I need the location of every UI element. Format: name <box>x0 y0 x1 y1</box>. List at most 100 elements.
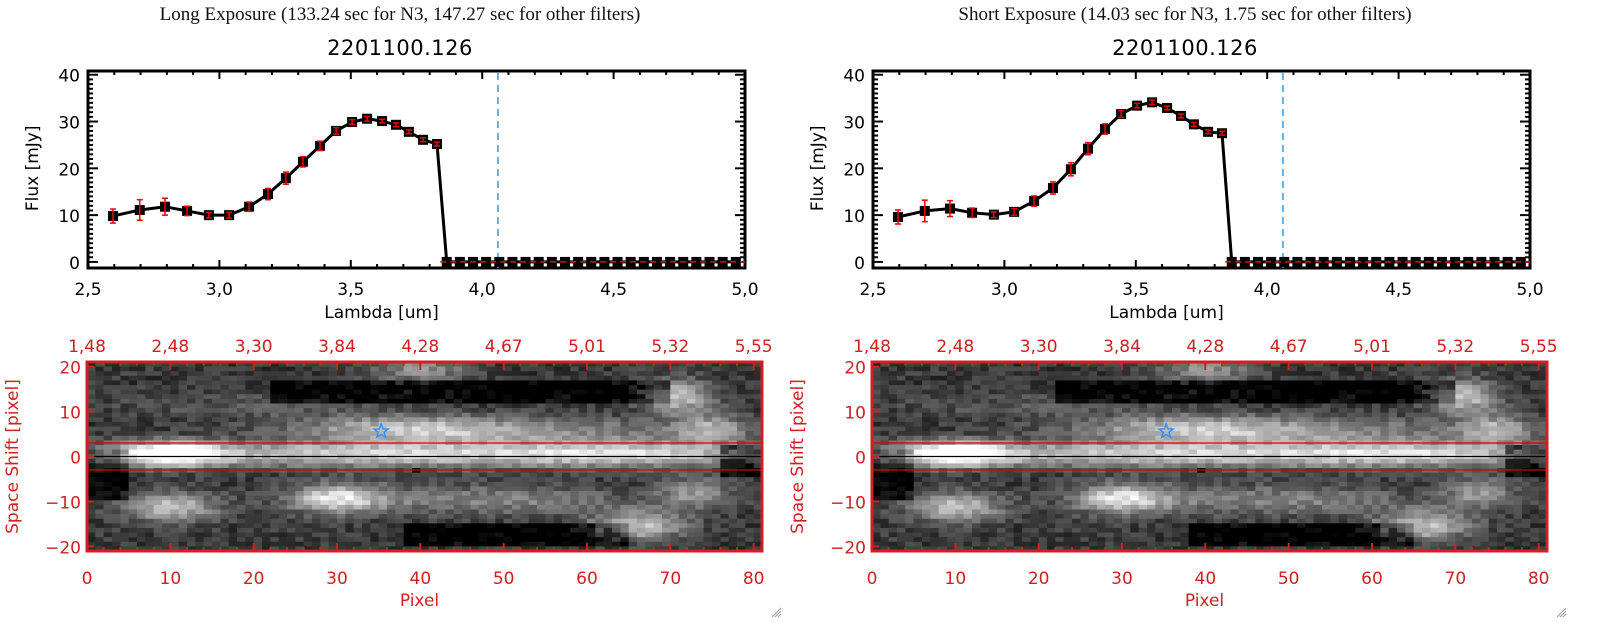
image-pixel <box>1247 398 1256 405</box>
image-pixel <box>195 421 205 428</box>
image-pixel <box>1372 403 1381 409</box>
image-pixel <box>395 449 405 455</box>
image-pixel <box>453 431 463 437</box>
image-pixel <box>645 435 655 441</box>
image-pixel <box>403 486 413 492</box>
image-pixel <box>412 463 421 469</box>
image-pixel <box>528 403 538 409</box>
image-pixel <box>428 523 438 529</box>
image-pixel <box>662 380 671 386</box>
image-pixel <box>1063 375 1073 382</box>
image-pixel <box>963 412 973 418</box>
image-pixel <box>512 398 521 405</box>
image-pixel <box>370 435 380 441</box>
image-pixel <box>453 486 463 492</box>
image-pixel <box>1213 398 1223 405</box>
image-pixel <box>728 518 738 524</box>
image-pixel <box>295 449 305 455</box>
image-pixel <box>1213 385 1223 391</box>
image-pixel <box>453 463 463 469</box>
image-pixel <box>1447 403 1456 409</box>
image-pixel <box>528 514 538 520</box>
image-pixel <box>1163 389 1173 395</box>
image-pixel <box>720 477 730 483</box>
image-pixel <box>403 523 413 529</box>
image-pixel <box>720 541 730 547</box>
image-pixel <box>897 389 906 395</box>
image-pixel <box>612 504 621 511</box>
image-pixel <box>437 398 446 405</box>
image-pixel <box>212 514 221 520</box>
image-pixel <box>195 546 205 552</box>
image-pixel <box>695 491 705 497</box>
image-pixel <box>278 431 288 437</box>
image-pixel <box>1047 366 1056 372</box>
image-pixel <box>495 527 505 534</box>
image-pixel <box>728 371 738 377</box>
image-pixel <box>287 509 296 515</box>
image-pixel <box>687 541 696 547</box>
image-pixel <box>478 394 488 400</box>
image-pixel <box>712 500 721 506</box>
image-pixel <box>972 398 981 405</box>
image-pixel <box>1355 417 1365 423</box>
image-pixel <box>603 449 613 455</box>
image-pixel <box>1488 389 1498 395</box>
image-pixel <box>1272 408 1281 414</box>
image-pixel <box>678 495 688 501</box>
image-pixel <box>370 463 380 469</box>
x-axis-label: Lambda [um] <box>324 303 438 323</box>
resize-grip-icon[interactable] <box>770 606 782 618</box>
image-pixel <box>178 458 188 465</box>
image-pixel <box>103 472 113 478</box>
image-pixel <box>370 417 380 423</box>
image-pixel <box>1030 389 1040 395</box>
image-pixel <box>1088 380 1098 386</box>
image-pixel <box>1122 417 1131 423</box>
image-pixel <box>387 527 396 534</box>
image-pixel <box>988 375 998 382</box>
image-pixel <box>203 362 213 368</box>
image-pixel <box>553 458 563 465</box>
image-pixel <box>703 362 713 368</box>
image-pixel <box>1147 412 1156 418</box>
image-pixel <box>753 527 763 534</box>
image-pixel <box>162 426 171 432</box>
image-pixel <box>128 518 138 524</box>
image-pixel <box>703 527 713 534</box>
y-tick-label: 30 <box>843 114 865 134</box>
image-pixel <box>1497 389 1506 395</box>
image-pixel <box>270 371 280 377</box>
image-pixel <box>653 495 663 501</box>
image-pixel <box>545 435 555 441</box>
image-pixel <box>1038 417 1048 423</box>
image-pixel <box>1463 375 1473 382</box>
image-pixel <box>938 366 948 372</box>
image-pixel <box>947 403 956 409</box>
image-pixel <box>437 495 446 501</box>
image-pixel <box>428 375 438 382</box>
image-pixel <box>1138 403 1148 409</box>
image-pixel <box>412 514 421 520</box>
image-pixel <box>1088 394 1098 400</box>
image-pixel <box>545 371 555 377</box>
image-pixel <box>972 412 981 418</box>
image-pixel <box>905 380 915 386</box>
image-pixel <box>387 421 396 428</box>
x-axis-label: Pixel <box>400 591 439 611</box>
image-pixel <box>220 431 230 437</box>
image-pixel <box>470 435 480 441</box>
image-pixel <box>353 546 363 552</box>
image-pixel <box>888 394 898 400</box>
image-pixel <box>228 366 238 372</box>
image-pixel <box>428 481 438 488</box>
image-pixel <box>112 504 121 511</box>
image-pixel <box>178 523 188 529</box>
image-pixel <box>412 375 421 382</box>
image-pixel <box>1205 417 1215 423</box>
image-pixel <box>187 463 196 469</box>
image-pixel <box>353 408 363 414</box>
image-pixel <box>237 514 246 520</box>
image-pixel <box>137 421 146 428</box>
image-pixel <box>495 417 505 423</box>
